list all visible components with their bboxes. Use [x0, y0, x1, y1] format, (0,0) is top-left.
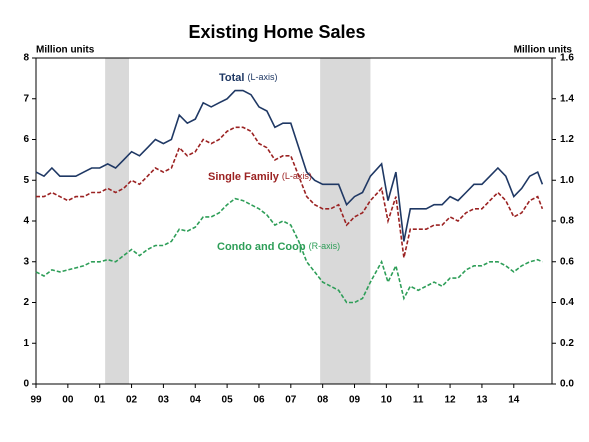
y2-tick-label: 1.4	[560, 93, 574, 104]
series-axis-note: (R-axis)	[309, 241, 341, 251]
y-tick-label: 6	[23, 134, 29, 145]
x-tick-label: 12	[445, 395, 457, 406]
series-line	[35, 197, 543, 304]
x-tick-label: 10	[381, 395, 393, 406]
x-tick-label: 05	[222, 395, 234, 406]
recession-band	[105, 58, 130, 384]
x-tick-label: 08	[317, 395, 329, 406]
y2-tick-label: 1.2	[560, 134, 574, 145]
series-label: Single Family (L-axis)	[208, 171, 312, 183]
y2-tick-label: 0.6	[560, 256, 574, 267]
x-tick-label: 02	[126, 395, 138, 406]
x-tick-label: 01	[94, 395, 106, 406]
series-axis-note: (L-axis)	[247, 72, 277, 82]
x-tick-label: 14	[508, 395, 520, 406]
x-tick-label: 11	[413, 395, 424, 406]
y2-tick-label: 1.0	[560, 175, 574, 186]
y-tick-label: 7	[23, 93, 29, 104]
x-tick-label: 04	[190, 395, 202, 406]
series-name: Condo and Coop	[217, 241, 306, 253]
x-tick-label: 07	[285, 395, 297, 406]
x-tick-label: 99	[30, 395, 42, 406]
y-tick-label: 8	[23, 53, 29, 64]
y-tick-label: 2	[23, 297, 29, 308]
y2-tick-label: 0.4	[560, 297, 574, 308]
y2-tick-label: 1.6	[560, 53, 574, 64]
y-tick-label: 0	[23, 379, 29, 390]
x-tick-label: 00	[62, 395, 74, 406]
y-axis-label: Million units	[36, 45, 95, 56]
x-tick-label: 03	[158, 395, 170, 406]
y2-tick-label: 0.0	[560, 379, 574, 390]
series-axis-note: (L-axis)	[282, 171, 312, 181]
series-name: Single Family	[208, 171, 280, 183]
series-label: Condo and Coop (R-axis)	[217, 241, 340, 253]
x-tick-label: 09	[349, 395, 361, 406]
y2-axis-label: Million units	[514, 45, 573, 56]
series-line	[36, 126, 544, 258]
y-tick-label: 5	[23, 175, 29, 186]
y2-tick-label: 0.8	[560, 216, 574, 227]
y-tick-label: 4	[23, 216, 29, 227]
series-line	[35, 89, 544, 242]
series-name: Total	[219, 72, 244, 84]
x-tick-label: 13	[476, 395, 488, 406]
y-tick-label: 3	[23, 256, 29, 267]
y2-tick-label: 0.2	[560, 338, 574, 349]
chart-title: Existing Home Sales	[188, 22, 365, 42]
y-tick-label: 1	[23, 338, 29, 349]
series-label: Total (L-axis)	[219, 72, 277, 84]
x-tick-label: 06	[253, 395, 265, 406]
